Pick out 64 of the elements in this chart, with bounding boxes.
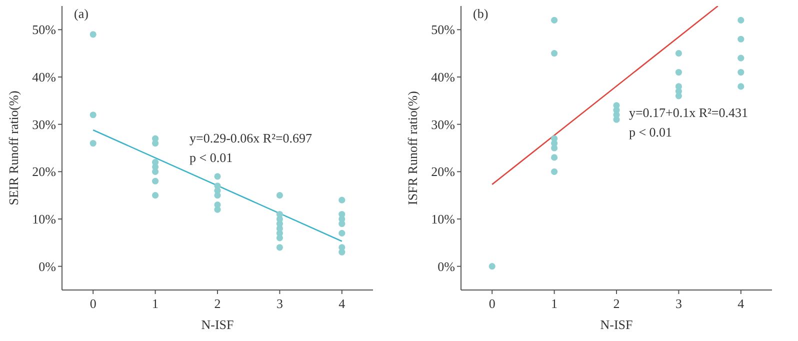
- chart-title: (b): [473, 6, 488, 21]
- annotation: p < 0.01: [628, 124, 672, 140]
- point: [738, 36, 744, 42]
- x-tick-label: 0: [488, 296, 496, 311]
- y-tick-label: 30%: [431, 116, 456, 132]
- y-tick-label: 0%: [438, 258, 456, 274]
- x-tick-label: 2: [214, 296, 221, 311]
- y-tick-label: 50%: [32, 22, 56, 38]
- x-tick-label: 2: [613, 296, 620, 311]
- annotation: p < 0.01: [190, 150, 233, 166]
- x-tick-label: 1: [152, 296, 159, 311]
- point: [551, 168, 558, 175]
- point: [675, 50, 682, 57]
- point: [276, 244, 283, 251]
- x-tick-label: 0: [90, 296, 96, 311]
- point: [551, 154, 558, 161]
- point: [738, 16, 744, 24]
- point: [152, 168, 159, 175]
- point: [738, 54, 744, 62]
- x-tick-label: 3: [675, 296, 682, 311]
- annotation: y=0.17+0.1x R²=0.431: [628, 104, 748, 120]
- point: [675, 68, 682, 76]
- x-axis-title: N-ISF: [201, 317, 234, 332]
- point: [551, 50, 558, 57]
- y-tick-label: 40%: [32, 70, 56, 84]
- y-tick-label: 10%: [431, 212, 456, 226]
- point: [276, 192, 283, 199]
- x-tick-label: 3: [276, 296, 283, 311]
- point: [214, 173, 221, 180]
- y-tick-label: 50%: [431, 22, 456, 38]
- point: [90, 112, 96, 118]
- point: [152, 140, 159, 147]
- y-tick-label: 0%: [38, 258, 56, 274]
- y-tick-label: 20%: [32, 164, 56, 180]
- point: [338, 248, 346, 256]
- y-tick-label: 10%: [32, 212, 56, 226]
- point: [738, 68, 744, 76]
- x-tick-label: 1: [551, 296, 558, 311]
- y-axis-title: ISFR Runoff ratio(%): [405, 91, 420, 205]
- y-axis-title: SEIR Runoff ratio(%): [6, 90, 21, 206]
- point: [551, 144, 558, 152]
- point: [613, 116, 620, 123]
- point: [551, 16, 558, 24]
- point: [338, 220, 346, 228]
- point: [488, 263, 496, 270]
- y-tick-label: 20%: [431, 164, 456, 180]
- point: [90, 140, 96, 147]
- point: [675, 92, 682, 100]
- x-tick-label: 4: [738, 296, 745, 311]
- point: [338, 230, 346, 236]
- point: [214, 206, 221, 213]
- point: [338, 196, 346, 204]
- x-axis-title: N-ISF: [600, 317, 633, 332]
- point: [152, 178, 159, 184]
- annotation: y=0.29-0.06x R²=0.697: [190, 130, 313, 146]
- point: [214, 192, 221, 199]
- x-tick-label: 4: [338, 296, 346, 311]
- chart-title: (a): [74, 6, 88, 21]
- point: [738, 83, 744, 90]
- point: [90, 31, 96, 38]
- point: [276, 234, 283, 242]
- y-tick-label: 40%: [431, 70, 456, 84]
- y-tick-label: 30%: [32, 116, 56, 132]
- point: [152, 192, 159, 199]
